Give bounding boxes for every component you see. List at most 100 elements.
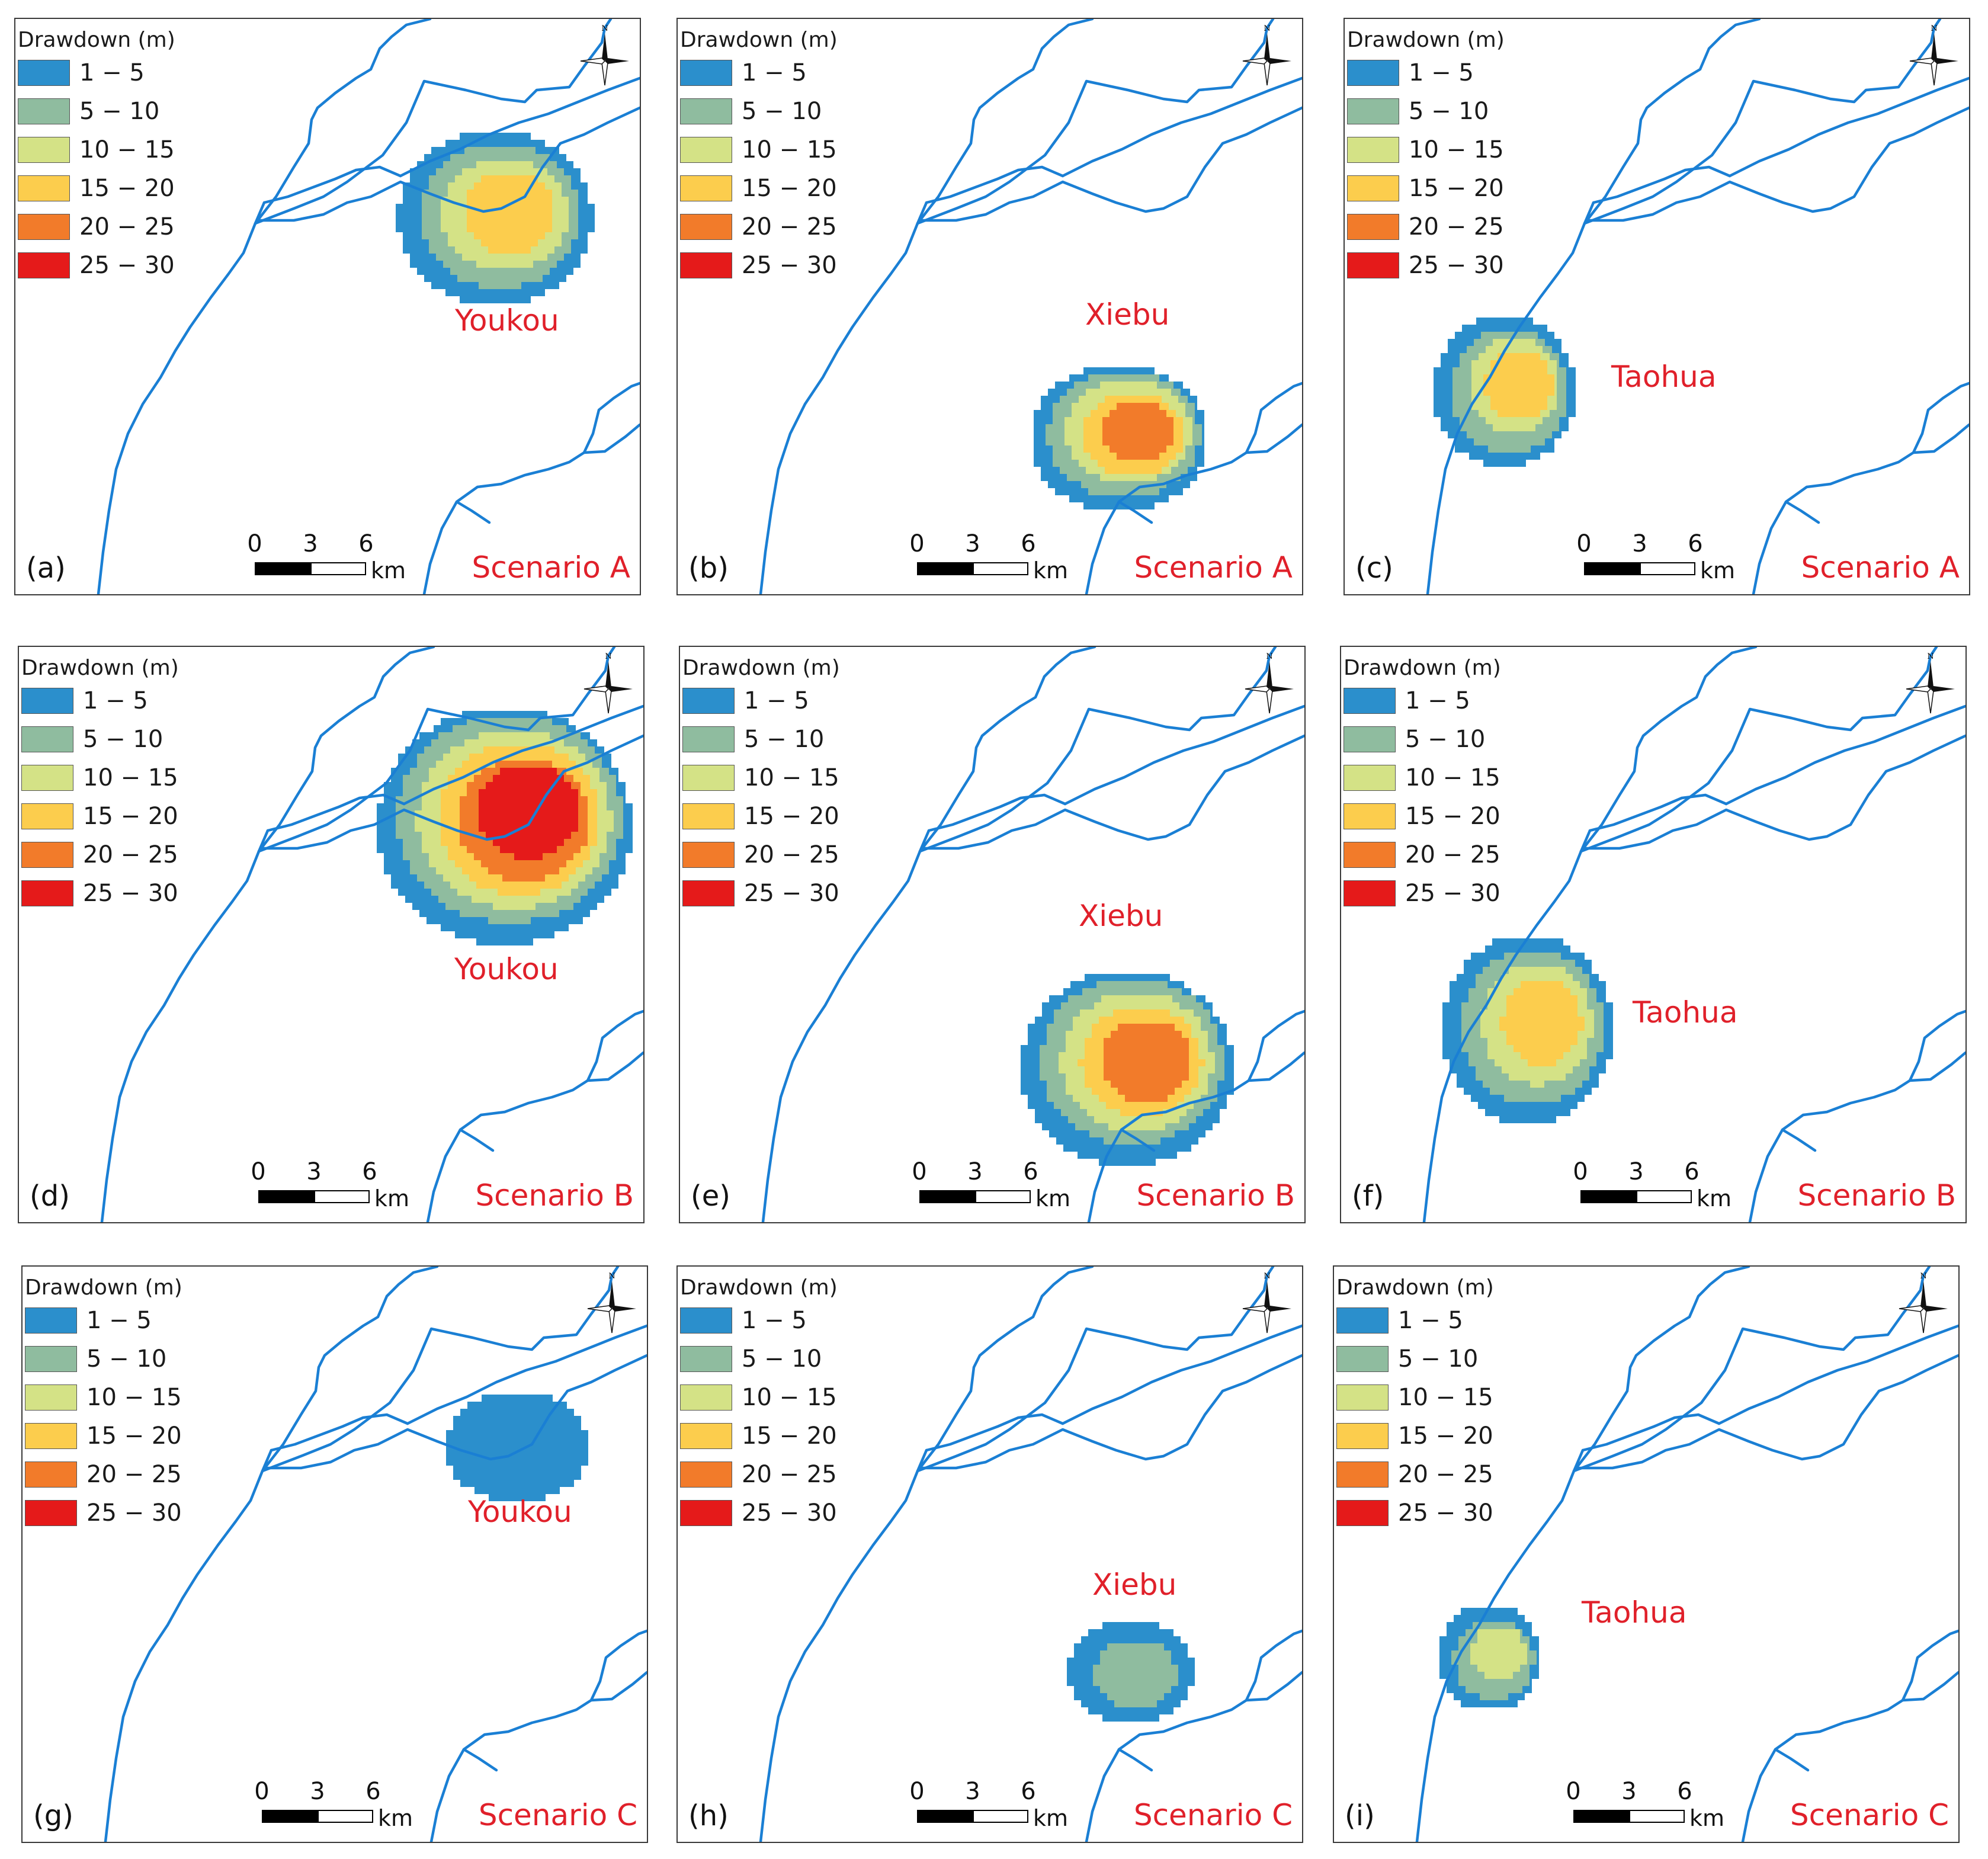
legend-swatch [25,1345,77,1372]
river-network [105,1267,647,1842]
legend-label: 20 − 25 [744,841,839,868]
scenario-label: Scenario A [1801,550,1960,585]
legend-item: 25 − 30 [680,1493,838,1532]
legend-label: 20 − 25 [86,1460,182,1488]
legend-swatch [18,98,70,124]
panel-letter: (e) [691,1179,730,1213]
legend: Drawdown (m) 1 − 5 5 − 10 10 − 15 15 − 20 20 … [21,655,179,912]
legend-swatch [680,1499,732,1526]
legend-swatch [1343,841,1396,868]
legend-label: 15 − 20 [1398,1422,1493,1450]
scale-segment-white [975,1190,1031,1203]
legend-swatch [21,880,73,906]
map-panel-g: Drawdown (m) 1 − 5 5 − 10 10 − 15 15 − 20 20 … [21,1265,648,1843]
drawdown-plume [1021,974,1234,1166]
legend-label: 25 − 30 [744,879,839,907]
legend-item: 25 − 30 [25,1493,182,1532]
scale-bar: 0 3 6 km [909,1778,1068,1831]
legend-item: 1 − 5 [1343,681,1501,720]
svg-text:N: N [1264,24,1270,33]
legend-swatch [1343,764,1396,791]
legend-swatch [680,1422,732,1449]
legend-item: 1 − 5 [21,681,179,720]
legend-swatch [21,803,73,829]
legend-title: Drawdown (m) [1343,656,1501,680]
site-label: Xiebu [1092,1568,1177,1602]
map-panel-d: Drawdown (m) 1 − 5 5 − 10 10 − 15 15 − 20 20 … [18,646,645,1223]
river-network [1428,19,1969,594]
scale-segment-black [917,1810,973,1823]
scale-tick-label: 0 [251,1158,266,1185]
legend-swatch [21,841,73,868]
legend-label: 15 − 20 [744,802,839,830]
legend: Drawdown (m) 1 − 5 5 − 10 10 − 15 15 − 20 20 … [25,1275,182,1532]
scale-bar: 0 3 6 km [251,1158,409,1211]
legend-item: 15 − 20 [680,169,838,207]
legend-swatch [680,1384,732,1411]
scale-unit: km [1689,1805,1725,1831]
legend-swatch [680,136,732,163]
legend-label: 20 − 25 [1405,841,1500,868]
river-network [761,1267,1302,1842]
legend-swatch [1343,687,1396,714]
legend-label: 25 − 30 [1409,251,1504,279]
site-label: Xiebu [1079,899,1163,933]
scale-tick-label: 0 [909,530,925,557]
map-canvas [680,647,1304,1222]
legend-label: 1 − 5 [79,59,145,86]
scale-tick-label: 0 [247,530,262,557]
legend-label: 5 − 10 [1398,1345,1479,1373]
scale-segment-black [1580,1190,1636,1203]
north-arrow-icon: N [583,652,633,714]
scale-segment-black [255,562,310,575]
legend-label: 1 − 5 [1398,1306,1463,1334]
legend-item: 15 − 20 [1343,797,1501,835]
legend: Drawdown (m) 1 − 5 5 − 10 10 − 15 15 − 20 20 … [1336,1275,1494,1532]
legend-item: 20 − 25 [25,1455,182,1493]
scale-tick-label: 6 [1023,1158,1038,1185]
legend-item: 20 − 25 [1347,207,1505,246]
legend-swatch [1347,59,1399,86]
site-label: Youkou [455,303,559,338]
legend-swatch [1336,1307,1389,1334]
drawdown-plume [396,133,595,303]
legend-label: 25 − 30 [742,251,837,279]
legend-label: 1 − 5 [1405,687,1470,714]
legend-item: 20 − 25 [1336,1455,1494,1493]
map-canvas [23,1267,647,1842]
legend-item: 20 − 25 [680,1455,838,1493]
legend-item: 15 − 20 [21,797,179,835]
north-arrow-icon: N [580,24,629,86]
scale-segment-white [973,1810,1028,1823]
legend-item: 15 − 20 [680,1416,838,1455]
scale-tick-label: 3 [965,530,980,557]
scale-tick-label: 6 [1677,1778,1692,1805]
legend-label: 5 − 10 [1405,725,1486,753]
legend-item: 20 − 25 [1343,835,1501,874]
svg-text:N: N [601,24,608,33]
scale-segment-white [1629,1810,1685,1823]
legend-swatch [18,175,70,201]
site-label: Youkou [454,952,559,986]
legend-label: 1 − 5 [83,687,148,714]
legend-item: 5 − 10 [1347,92,1505,130]
legend-label: 15 − 20 [83,802,178,830]
legend-item: 15 − 20 [18,169,175,207]
scale-tick-label: 6 [1021,530,1036,557]
legend-label: 25 − 30 [83,879,178,907]
legend: Drawdown (m) 1 − 5 5 − 10 10 − 15 15 − 20 20 … [1347,27,1505,284]
legend-label: 1 − 5 [742,1306,807,1334]
legend-swatch [682,764,735,791]
scale-tick-label: 0 [1576,530,1592,557]
scenario-label: Scenario A [472,550,630,585]
legend-item: 1 − 5 [680,53,838,92]
scale-tick-label: 3 [1628,1158,1644,1185]
legend-swatch [680,213,732,240]
legend-title: Drawdown (m) [18,28,175,52]
legend-swatch [680,98,732,124]
scale-unit: km [1697,1185,1732,1211]
legend-swatch [682,803,735,829]
legend-label: 5 − 10 [86,1345,167,1373]
legend-label: 10 − 15 [742,1383,837,1411]
river-network [761,19,1302,594]
